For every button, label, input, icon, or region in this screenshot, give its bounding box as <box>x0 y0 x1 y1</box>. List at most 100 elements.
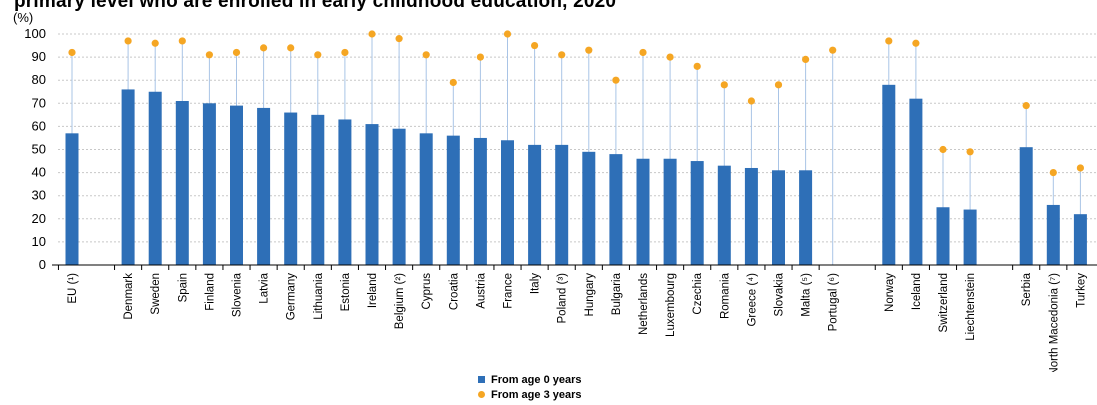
bar-age0-g1-15 <box>528 144 542 265</box>
legend-swatch-age3 <box>478 391 485 398</box>
marker-age3-g1-19 <box>639 48 647 57</box>
bar-age0-g1-5 <box>257 107 271 265</box>
marker-age3-g1-24 <box>774 81 783 89</box>
bar-age0-g3-0 <box>1019 147 1033 265</box>
bar-age0-g1-7 <box>311 114 325 265</box>
bar-age0-g1-2 <box>175 100 189 266</box>
chart-plot: (%) 0 10 20 30 40 50 60 70 80 90 100 EU (¹) Denmark… <box>13 10 1097 372</box>
legend-label-age3: From age 3 years <box>491 388 582 401</box>
marker-age3-g1-16 <box>558 51 566 59</box>
marker-age3-g1-21 <box>693 62 701 70</box>
x-tick-label-g1-10: Belgium (²) <box>394 273 406 329</box>
marker-age3-g1-14 <box>503 30 512 38</box>
y-tick-label-20: 20 <box>32 211 46 226</box>
x-tick-label-g1-13: Austria <box>475 272 487 308</box>
marker-age3-g1-8 <box>341 48 349 57</box>
bar-age0-g1-16 <box>555 144 569 265</box>
x-tick-label-g2-0: Norway <box>884 273 896 312</box>
marker-age3-g1-20 <box>666 53 674 61</box>
marker-age3-g0-0 <box>68 48 76 57</box>
y-tick-label-10: 10 <box>32 234 46 249</box>
x-tick-label-g1-11: Cyprus <box>421 273 433 310</box>
legend-label-age0: From age 0 years <box>491 373 582 386</box>
x-tick-label-g1-19: Netherlands <box>638 273 650 335</box>
marker-age3-g3-0 <box>1022 102 1030 110</box>
bar-age0-g1-10 <box>392 128 406 265</box>
chart-title: primary level who are enrolled in early … <box>14 0 617 12</box>
y-tick-label-50: 50 <box>32 142 46 157</box>
legend-swatch-age0 <box>478 376 485 383</box>
x-tick-label-g1-21: Czechia <box>692 272 704 314</box>
marker-age3-g1-25 <box>802 55 810 64</box>
marker-age3-g3-2 <box>1076 164 1084 172</box>
bar-age0-g2-3 <box>963 209 977 265</box>
x-tick-label-g1-26: Portugal (⁶) <box>828 273 840 332</box>
marker-age3-g1-9 <box>368 30 376 38</box>
bar-age0-g3-1 <box>1046 204 1060 265</box>
bar-age0-g1-8 <box>338 119 352 265</box>
x-tick-label-g1-17: Hungary <box>584 273 596 317</box>
marker-age3-g1-22 <box>720 81 728 89</box>
x-tick-label-g3-2: Turkey <box>1075 273 1087 308</box>
x-tick-label-g1-4: Slovenia <box>232 272 244 317</box>
y-axis-unit-label: (%) <box>13 10 33 25</box>
bar-age0-g1-23 <box>744 167 758 265</box>
y-axis-ticks: 0 10 20 30 40 50 60 70 80 90 100 <box>24 26 46 272</box>
marker-age3-g2-0 <box>885 37 893 45</box>
bar-age0-g1-11 <box>419 133 433 265</box>
y-tick-label-100: 100 <box>24 26 46 41</box>
marker-age3-g1-12 <box>449 78 457 87</box>
x-tick-label-g1-9: Ireland <box>367 273 379 308</box>
x-axis <box>52 264 1097 270</box>
y-tick-label-30: 30 <box>32 188 46 203</box>
x-tick-label-g1-3: Finland <box>204 273 216 311</box>
bar-age0-g1-22 <box>717 165 731 265</box>
x-tick-label-g1-20: Luxembourg <box>665 273 677 337</box>
x-tick-label-g2-2: Switzerland <box>938 273 950 332</box>
marker-age3-g1-15 <box>531 41 539 50</box>
bar-age0-g1-19 <box>636 158 650 265</box>
x-tick-label-g1-8: Estonia <box>340 272 352 311</box>
bar-age0-g1-25 <box>799 170 813 265</box>
bar-age0-g1-3 <box>202 103 216 265</box>
bars-age0 <box>65 84 1087 266</box>
x-tick-label-g1-23: Greece (⁴) <box>746 273 758 327</box>
y-tick-label-60: 60 <box>32 118 46 133</box>
x-tick-label-g1-7: Lithuania <box>313 272 325 319</box>
bar-age0-g3-2 <box>1073 214 1087 265</box>
marker-age3-g1-13 <box>476 53 484 61</box>
marker-age3-g2-3 <box>966 148 974 156</box>
marker-age3-g1-2 <box>178 37 186 45</box>
marker-age3-g2-1 <box>912 39 920 47</box>
bar-age0-g1-21 <box>690 161 704 265</box>
marker-age3-g1-3 <box>205 51 213 59</box>
x-tick-label-g0-0: EU (¹) <box>67 273 79 304</box>
legend: From age 0 years From age 3 years <box>478 372 582 402</box>
marker-age3-g1-7 <box>314 51 322 59</box>
legend-item-age0: From age 0 years <box>478 372 582 387</box>
bar-age0-g1-4 <box>230 105 243 265</box>
x-tick-label-g1-22: Romania <box>719 272 731 319</box>
y-tick-label-80: 80 <box>32 72 46 87</box>
bar-age0-g1-6 <box>284 112 298 265</box>
x-tick-label-g2-3: Liechtenstein <box>965 273 977 341</box>
x-tick-label-g1-2: Spain <box>177 273 189 302</box>
bar-age0-g2-0 <box>882 84 896 265</box>
y-tick-label-0: 0 <box>39 257 46 272</box>
x-tick-label-g1-0: Denmark <box>123 273 135 320</box>
bar-age0-g2-1 <box>909 98 923 266</box>
x-tick-label-g1-24: Slovakia <box>774 272 786 316</box>
x-axis-labels: EU (¹) Denmark Sweden Spain Finland Slovenia L… <box>67 272 1087 372</box>
bar-age0-g1-24 <box>772 170 785 265</box>
marker-age3-g1-23 <box>747 97 756 105</box>
marker-age3-g1-17 <box>585 46 593 54</box>
marker-age3-g1-11 <box>422 51 430 59</box>
marker-age3-g1-10 <box>395 35 403 43</box>
bar-age0-g1-20 <box>663 158 677 265</box>
bar-age0-g0-0 <box>65 133 79 265</box>
x-tick-label-g3-0: Serbia <box>1021 272 1033 306</box>
x-tick-label-g1-12: Croatia <box>448 272 460 310</box>
bar-age0-g1-0 <box>121 89 135 265</box>
bar-age0-g1-13 <box>473 137 487 265</box>
x-tick-label-g1-18: Bulgaria <box>611 272 623 315</box>
